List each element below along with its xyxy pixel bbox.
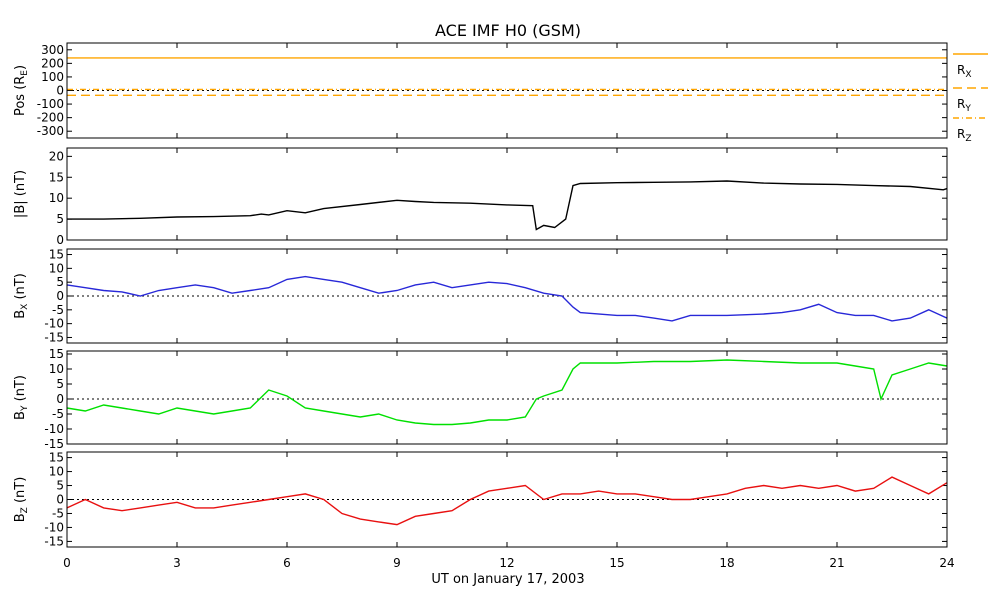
y-axis-label: |B| (nT) [13, 170, 28, 218]
x-tick-label: 6 [283, 556, 291, 570]
x-tick-label: 0 [63, 556, 71, 570]
y-tick-label: -5 [52, 303, 64, 317]
y-tick-label: -15 [44, 330, 64, 344]
y-tick-label: 15 [49, 248, 64, 262]
y-tick-label: -5 [52, 407, 64, 421]
y-tick-label: 0 [56, 84, 64, 98]
y-tick-label: 20 [49, 149, 64, 163]
y-axis-label: BX (nT) [13, 273, 30, 319]
y-tick-label: -200 [37, 111, 64, 125]
y-tick-label: 5 [56, 212, 64, 226]
y-tick-label: 0 [56, 392, 64, 406]
y-tick-label: 100 [41, 70, 64, 84]
x-tick-label: 9 [393, 556, 401, 570]
legend-label-y: RY [957, 97, 971, 114]
x-axis: 0 3 6 9 12 15 18 21 24 [63, 556, 954, 570]
series-line-bz-z [66, 476, 948, 526]
y-tick-label: 15 [49, 170, 64, 184]
panel-frame [66, 42, 948, 139]
legend-label-z: RZ [957, 127, 972, 144]
y-tick-label: 0 [56, 289, 64, 303]
y-tick-label: 15 [49, 451, 64, 465]
series-line-by-y [66, 359, 948, 426]
y-tick-label: -5 [52, 506, 64, 520]
x-tick-label: 15 [609, 556, 624, 570]
y-tick-label: 5 [56, 275, 64, 289]
x-tick-label: 24 [939, 556, 954, 570]
y-tick-label: -15 [44, 437, 64, 451]
panel-bmag: 0 5 10 15 20 |B| (nT) [13, 147, 948, 247]
x-tick-label: 18 [719, 556, 734, 570]
y-tick-label: 5 [56, 377, 64, 391]
x-tick-label: 12 [499, 556, 514, 570]
y-tick-label: 200 [41, 56, 64, 70]
x-tick-label: 3 [173, 556, 181, 570]
y-axis-label: BY (nT) [13, 375, 30, 420]
panel-frame [66, 147, 948, 241]
series-line-bx-x [66, 275, 948, 322]
y-tick-label: -10 [44, 317, 64, 331]
y-tick-label: 10 [49, 362, 64, 376]
panel-frame [66, 350, 948, 445]
panel-frame [66, 248, 948, 344]
y-tick-label: -10 [44, 422, 64, 436]
y-axis-label: Pos (RE) [13, 65, 30, 116]
legend-label-x: RX [957, 63, 972, 80]
y-tick-label: 0 [56, 493, 64, 507]
y-tick-label: 10 [49, 465, 64, 479]
y-tick-label: 10 [49, 261, 64, 275]
y-tick-label: -10 [44, 520, 64, 534]
y-tick-label: 5 [56, 479, 64, 493]
y-tick-label: 300 [41, 43, 64, 57]
y-tick-label: -15 [44, 534, 64, 548]
x-tick-label: 21 [829, 556, 844, 570]
chart-title: ACE IMF H0 (GSM) [435, 21, 581, 40]
x-axis-label: UT on January 17, 2003 [431, 572, 584, 587]
y-tick-label: 10 [49, 191, 64, 205]
y-axis-label: BZ (nT) [13, 477, 30, 523]
series-line-bmag [67, 180, 948, 231]
y-tick-label: -100 [37, 97, 64, 111]
y-tick-label: -300 [37, 124, 64, 138]
y-tick-label: 0 [56, 233, 64, 247]
y-tick-label: 15 [49, 347, 64, 361]
panel-frame [66, 451, 948, 548]
